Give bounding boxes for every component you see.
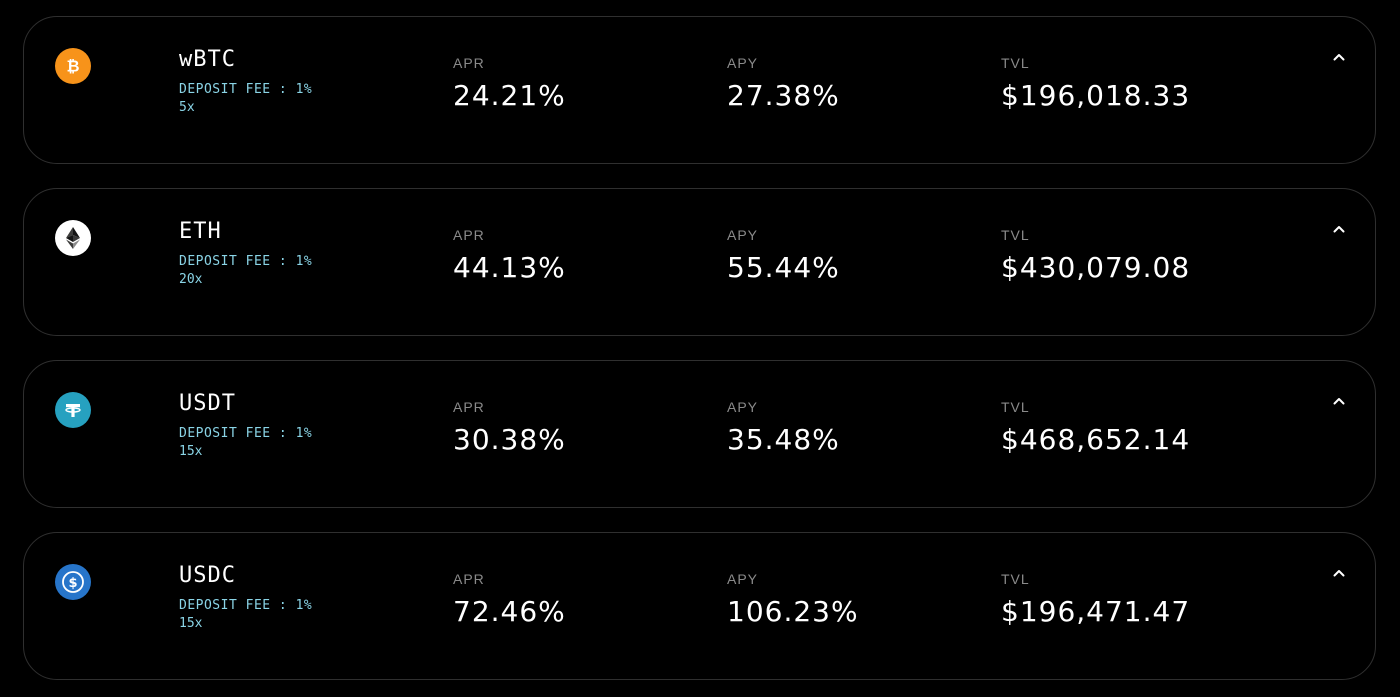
chevron-up-icon[interactable]: [1329, 47, 1349, 67]
svg-text:₿: ₿: [66, 57, 79, 76]
tether-icon: [55, 392, 91, 428]
deposit-fee: DEPOSIT FEE : 1%: [179, 426, 313, 441]
usd-coin-icon: $: [55, 564, 91, 600]
tvl-label: TVL: [1001, 227, 1030, 243]
pool-token-name: USDT: [179, 391, 236, 416]
chevron-up-icon[interactable]: [1329, 563, 1349, 583]
pool-card-wbtc[interactable]: ₿ wBTC DEPOSIT FEE : 1% 5x APR 24.21% AP…: [23, 16, 1376, 164]
apy-value: 27.38%: [727, 79, 840, 112]
apy-value: 35.48%: [727, 423, 840, 456]
tvl-value: $196,018.33: [1001, 79, 1191, 112]
svg-text:$: $: [68, 576, 77, 591]
deposit-fee: DEPOSIT FEE : 1%: [179, 598, 313, 613]
ethereum-icon: [55, 220, 91, 256]
apy-label: APY: [727, 55, 759, 71]
chevron-up-icon[interactable]: [1329, 391, 1349, 411]
leverage: 15x: [179, 616, 203, 631]
leverage: 5x: [179, 100, 195, 115]
apr-value: 24.21%: [453, 79, 566, 112]
bitcoin-icon: ₿: [55, 48, 91, 84]
tvl-label: TVL: [1001, 399, 1030, 415]
apr-label: APR: [453, 571, 485, 587]
apy-value: 55.44%: [727, 251, 840, 284]
apy-label: APY: [727, 399, 759, 415]
tvl-label: TVL: [1001, 571, 1030, 587]
apr-label: APR: [453, 227, 485, 243]
apr-value: 30.38%: [453, 423, 566, 456]
apr-label: APR: [453, 55, 485, 71]
deposit-fee: DEPOSIT FEE : 1%: [179, 254, 313, 269]
pool-token-name: wBTC: [179, 47, 236, 72]
apy-label: APY: [727, 571, 759, 587]
apr-value: 44.13%: [453, 251, 566, 284]
tvl-label: TVL: [1001, 55, 1030, 71]
apr-value: 72.46%: [453, 595, 566, 628]
pool-card-usdc[interactable]: $ USDC DEPOSIT FEE : 1% 15x APR 72.46% A…: [23, 532, 1376, 680]
chevron-up-icon[interactable]: [1329, 219, 1349, 239]
apy-value: 106.23%: [727, 595, 859, 628]
apy-label: APY: [727, 227, 759, 243]
apr-label: APR: [453, 399, 485, 415]
tvl-value: $430,079.08: [1001, 251, 1191, 284]
leverage: 20x: [179, 272, 203, 287]
pool-token-name: ETH: [179, 219, 222, 244]
tvl-value: $468,652.14: [1001, 423, 1191, 456]
pool-token-name: USDC: [179, 563, 236, 588]
deposit-fee: DEPOSIT FEE : 1%: [179, 82, 313, 97]
pool-card-usdt[interactable]: USDT DEPOSIT FEE : 1% 15x APR 30.38% APY…: [23, 360, 1376, 508]
leverage: 15x: [179, 444, 203, 459]
pool-card-eth[interactable]: ETH DEPOSIT FEE : 1% 20x APR 44.13% APY …: [23, 188, 1376, 336]
tvl-value: $196,471.47: [1001, 595, 1191, 628]
